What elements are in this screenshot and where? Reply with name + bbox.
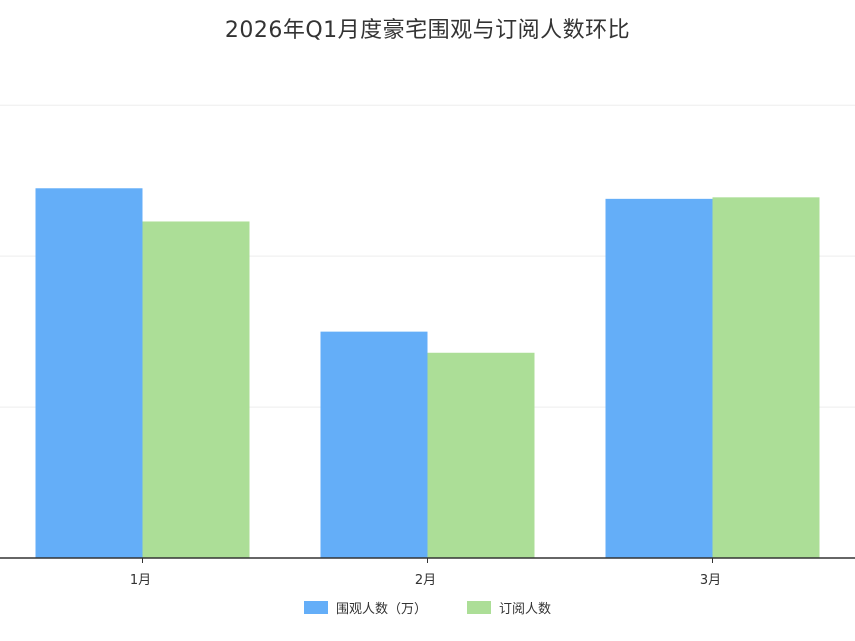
legend-item-visitors[interactable]: 围观人数（万） bbox=[303, 598, 427, 617]
bar-visitors-1[interactable] bbox=[35, 188, 143, 559]
x-tick-labels: 1月 2月 3月 bbox=[130, 558, 721, 588]
bar-subscribers-1[interactable] bbox=[142, 221, 250, 559]
legend-label-subscribers: 订阅人数 bbox=[499, 602, 552, 617]
x-tick-label: 2月 bbox=[415, 573, 436, 588]
bar-subscribers-2[interactable] bbox=[427, 352, 535, 558]
bars bbox=[35, 188, 820, 559]
legend-swatch-subscribers bbox=[467, 601, 491, 614]
legend-item-subscribers[interactable]: 订阅人数 bbox=[467, 598, 551, 617]
x-tick-label: 1月 bbox=[130, 573, 151, 588]
bar-visitors-3[interactable] bbox=[605, 198, 713, 558]
legend: 围观人数（万） 订阅人数 bbox=[0, 598, 855, 617]
legend-swatch-visitors bbox=[303, 601, 328, 614]
x-tick-label: 3月 bbox=[700, 573, 721, 588]
bar-visitors-2[interactable] bbox=[320, 331, 428, 558]
chart-title: 2026年Q1月度豪宅围观与订阅人数环比 bbox=[224, 18, 631, 43]
legend-label-visitors: 围观人数（万） bbox=[335, 602, 427, 617]
bar-subscribers-3[interactable] bbox=[712, 197, 820, 558]
